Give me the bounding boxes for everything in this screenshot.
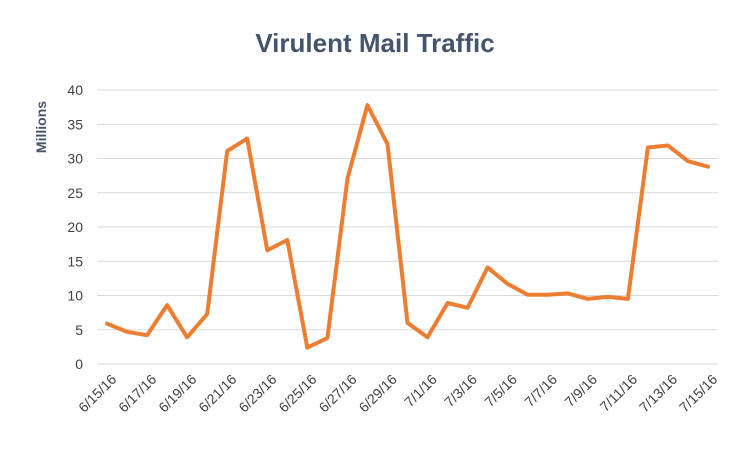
x-tick-label: 7/1/16: [401, 371, 440, 410]
x-tick-label: 6/19/16: [155, 371, 199, 415]
data-line: [105, 103, 710, 350]
x-tick-label: 7/15/16: [676, 371, 720, 415]
x-tick-label: 6/17/16: [115, 371, 159, 415]
y-tick-label: 0: [75, 356, 83, 372]
x-tick-label: 6/23/16: [235, 371, 279, 415]
y-tick-label: 40: [67, 82, 83, 98]
x-tick-label: 7/7/16: [521, 371, 560, 410]
chart-title: Virulent Mail Traffic: [255, 28, 494, 58]
y-tick-label: 30: [67, 151, 83, 167]
y-tick-label: 35: [67, 116, 83, 132]
x-tick-label: 7/3/16: [441, 371, 480, 410]
y-tick-label: 25: [67, 185, 83, 201]
y-axis-label: Millions: [33, 101, 49, 153]
y-tick-label: 20: [67, 219, 83, 235]
x-tick-label: 7/11/16: [597, 371, 641, 415]
y-tick-label: 5: [75, 322, 83, 338]
x-tick-label: 6/27/16: [315, 371, 359, 415]
y-tick-label: 10: [67, 288, 83, 304]
y-tick-label: 15: [67, 253, 83, 269]
x-tick-label: 6/29/16: [355, 371, 399, 415]
x-tick-label: 6/15/16: [75, 371, 119, 415]
x-tick-label: 7/13/16: [636, 371, 680, 415]
x-tick-label: 7/9/16: [561, 371, 600, 410]
x-tick-label: 6/25/16: [275, 371, 319, 415]
x-tick-label: 7/5/16: [481, 371, 520, 410]
x-tick-label: 6/21/16: [195, 371, 239, 415]
